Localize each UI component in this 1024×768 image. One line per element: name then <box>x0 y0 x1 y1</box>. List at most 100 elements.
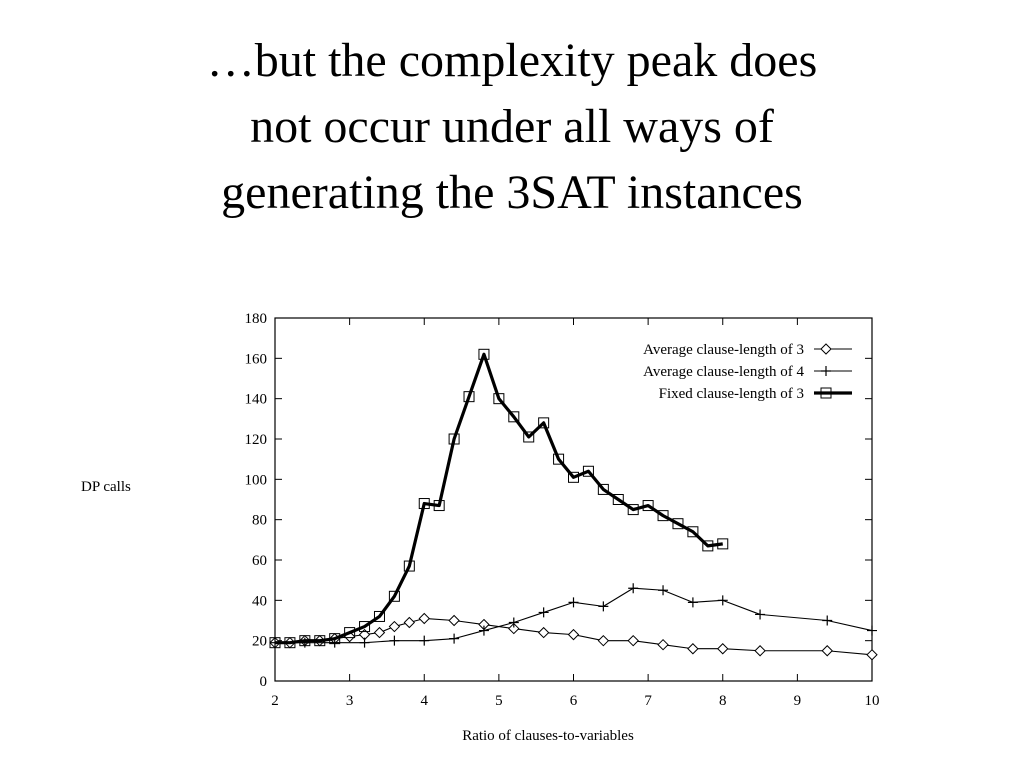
y-tick-label: 0 <box>260 674 268 690</box>
y-tick-label: 80 <box>252 513 267 529</box>
data-point <box>403 560 415 572</box>
data-point <box>687 526 699 538</box>
data-point <box>538 417 550 429</box>
data-point <box>597 483 609 495</box>
x-tick-label: 10 <box>865 693 880 709</box>
data-point <box>568 597 579 608</box>
data-point <box>717 643 729 655</box>
series-3 <box>269 348 729 649</box>
x-tick-label: 3 <box>346 693 354 709</box>
data-point <box>657 638 669 651</box>
y-tick-label: 20 <box>252 634 267 650</box>
slide-title-line-1: …but the complexity peak does <box>206 34 818 87</box>
data-point <box>642 500 654 512</box>
data-point <box>388 590 400 602</box>
data-point <box>448 433 460 445</box>
data-point <box>299 635 311 647</box>
series-line <box>275 352 723 645</box>
data-point <box>359 621 371 633</box>
x-tick-label: 6 <box>570 693 578 709</box>
data-point <box>269 637 281 649</box>
data-point <box>433 500 445 512</box>
data-point <box>598 601 609 612</box>
data-point <box>389 635 400 646</box>
data-point <box>493 393 505 405</box>
data-point <box>373 610 385 622</box>
data-point <box>717 538 729 550</box>
y-tick-label: 140 <box>245 392 268 408</box>
data-point <box>344 627 356 639</box>
legend-marker <box>821 366 831 376</box>
x-tick-label: 5 <box>495 693 503 709</box>
data-point <box>284 637 296 649</box>
data-point <box>687 643 699 655</box>
data-point <box>508 411 520 423</box>
series-layer <box>269 348 878 661</box>
data-point <box>329 633 341 645</box>
data-point <box>508 617 519 628</box>
data-point <box>314 635 326 647</box>
y-tick-label: 120 <box>245 432 268 448</box>
legend-label: Average clause-length of 3 <box>643 342 804 358</box>
data-point <box>388 620 401 633</box>
x-axis-label: Ratio of clauses-to-variables <box>462 728 634 744</box>
y-tick-label: 40 <box>252 593 267 609</box>
data-point <box>449 633 460 644</box>
data-point <box>537 626 550 639</box>
data-point <box>523 431 535 443</box>
data-point <box>478 625 489 636</box>
data-point <box>687 597 698 608</box>
data-point <box>754 645 766 657</box>
data-point <box>403 616 416 629</box>
y-tick-label: 100 <box>245 472 268 488</box>
data-point <box>755 609 766 620</box>
x-tick-label: 8 <box>719 693 727 709</box>
series-1 <box>269 612 878 661</box>
slide-title: …but the complexity peak does not occur … <box>60 28 964 226</box>
data-point <box>419 635 430 646</box>
data-point <box>597 634 610 647</box>
data-point <box>373 626 386 639</box>
data-point <box>508 622 520 635</box>
x-tick-label: 9 <box>794 693 802 709</box>
data-point <box>627 504 639 516</box>
data-point <box>582 465 594 477</box>
x-tick-label: 7 <box>644 693 652 709</box>
data-point <box>628 583 639 594</box>
data-point <box>867 625 877 636</box>
legend: Average clause-length of 3 Average clause… <box>643 342 852 402</box>
data-point <box>463 391 475 403</box>
data-point <box>702 540 714 552</box>
data-point <box>568 471 579 483</box>
data-point <box>448 614 460 627</box>
legend-marker <box>820 387 832 399</box>
x-tick-label: 4 <box>421 693 429 709</box>
data-point <box>538 607 549 618</box>
y-axis-label: DP calls <box>81 479 131 495</box>
data-point <box>672 518 684 530</box>
data-point <box>822 615 833 626</box>
data-point <box>553 453 565 465</box>
y-tick-label: 180 <box>245 311 268 327</box>
y-tick-label: 60 <box>252 553 267 569</box>
slide-title-line-3: generating the 3SAT instances <box>221 166 803 219</box>
data-point <box>359 637 370 648</box>
data-point <box>478 348 490 360</box>
data-point <box>657 510 669 522</box>
legend-marker <box>820 343 832 355</box>
legend-label: Fixed clause-length of 3 <box>659 386 804 402</box>
data-point <box>418 612 430 625</box>
data-point <box>658 585 669 596</box>
data-point <box>567 628 580 641</box>
legend-label: Average clause-length of 4 <box>643 364 804 380</box>
data-point <box>717 595 728 606</box>
y-tick-label: 160 <box>245 351 268 367</box>
data-point <box>627 634 639 647</box>
slide-title-line-2: not occur under all ways of <box>250 100 774 153</box>
data-point <box>612 494 624 505</box>
data-point <box>821 645 833 657</box>
x-tick-label: 2 <box>271 693 279 709</box>
data-point <box>418 498 430 510</box>
